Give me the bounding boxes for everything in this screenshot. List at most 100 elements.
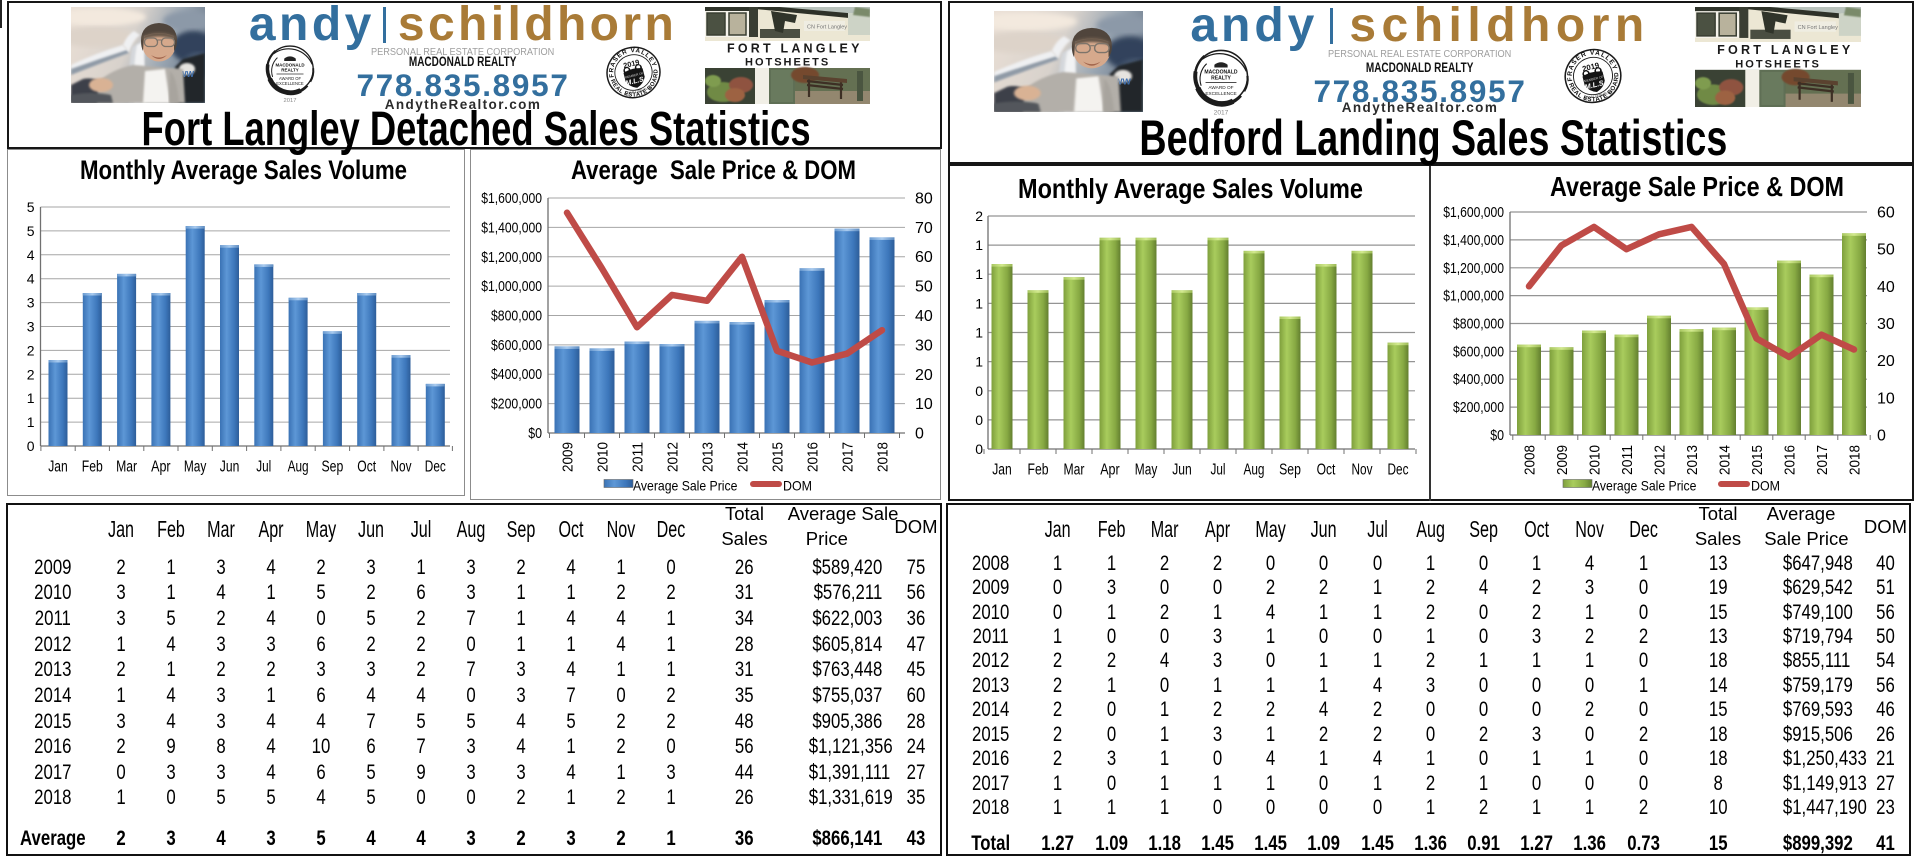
svg-text:EXCELLENCE: EXCELLENCE <box>276 81 304 86</box>
svg-text:2018: 2018 <box>1847 445 1864 475</box>
svg-text:1: 1 <box>27 414 35 430</box>
svg-text:0: 0 <box>975 383 983 399</box>
svg-text:0: 0 <box>975 412 983 428</box>
svg-text:2009: 2009 <box>560 442 577 472</box>
svg-text:$1,000,000: $1,000,000 <box>1443 288 1504 305</box>
svg-text:EXCELLENCE: EXCELLENCE <box>1205 91 1236 97</box>
svg-text:2013: 2013 <box>700 442 717 472</box>
svg-text:2011: 2011 <box>630 442 647 472</box>
svg-text:May: May <box>1135 462 1158 479</box>
svg-text:20: 20 <box>915 367 933 384</box>
svg-text:$1,600,000: $1,600,000 <box>1443 204 1504 221</box>
svg-text:Monthly Average Sales Volume: Monthly Average Sales Volume <box>1018 173 1363 204</box>
svg-text:$1,200,000: $1,200,000 <box>481 249 542 266</box>
svg-text:2010: 2010 <box>595 442 612 472</box>
svg-text:20: 20 <box>1877 353 1895 370</box>
svg-text:AWARD OF: AWARD OF <box>1208 85 1233 91</box>
svg-text:2017: 2017 <box>840 442 857 472</box>
svg-text:$600,000: $600,000 <box>491 337 542 354</box>
svg-text:2017: 2017 <box>1214 109 1229 116</box>
svg-text:0: 0 <box>975 441 983 457</box>
svg-text:$800,000: $800,000 <box>491 308 542 325</box>
svg-text:40: 40 <box>1877 279 1895 296</box>
svg-text:Jan: Jan <box>48 459 67 476</box>
svg-text:2016: 2016 <box>1782 445 1799 475</box>
svg-text:Oct: Oct <box>357 459 376 476</box>
svg-text:$200,000: $200,000 <box>1453 399 1504 416</box>
svg-text:$1,600,000: $1,600,000 <box>481 190 542 207</box>
svg-text:FORT LANGLEY: FORT LANGLEY <box>1717 42 1853 57</box>
svg-text:5: 5 <box>27 199 35 215</box>
svg-text:MEDALLION CLUB: MEDALLION CLUB <box>624 86 652 97</box>
svg-text:60: 60 <box>915 249 933 266</box>
svg-text:30: 30 <box>1877 316 1895 333</box>
svg-text:REALTY: REALTY <box>1211 76 1231 82</box>
svg-text:Aug: Aug <box>1244 462 1265 479</box>
svg-text:HOTSHEETS: HOTSHEETS <box>1735 58 1821 70</box>
svg-text:CN Fort Langley: CN Fort Langley <box>1798 25 1838 31</box>
svg-text:Mar: Mar <box>116 459 137 476</box>
svg-text:Average Sale Price & DOM: Average Sale Price & DOM <box>1550 171 1844 202</box>
svg-text:2018: 2018 <box>875 442 892 472</box>
svg-text:1: 1 <box>975 354 983 370</box>
svg-text:2: 2 <box>27 366 35 382</box>
svg-text:2013: 2013 <box>1684 445 1701 475</box>
svg-text:2015: 2015 <box>770 442 787 472</box>
svg-text:HOTSHEETS: HOTSHEETS <box>745 57 830 69</box>
svg-text:Average Sale Price & DOM: Average Sale Price & DOM <box>571 155 856 185</box>
svg-text:Jul: Jul <box>1211 462 1226 479</box>
svg-text:0: 0 <box>27 438 35 454</box>
svg-text:$1,400,000: $1,400,000 <box>481 219 542 236</box>
svg-text:MACDONALD: MACDONALD <box>275 62 305 67</box>
svg-text:AWARD OF: AWARD OF <box>279 76 301 81</box>
svg-text:$1,200,000: $1,200,000 <box>1443 260 1504 277</box>
svg-text:2014: 2014 <box>1717 445 1734 475</box>
svg-text:$200,000: $200,000 <box>491 396 542 413</box>
svg-text:2015: 2015 <box>1749 445 1766 475</box>
svg-text:Jun: Jun <box>1172 462 1192 479</box>
svg-text:CN Fort Langley: CN Fort Langley <box>807 25 847 31</box>
svg-text:Apr: Apr <box>1100 462 1120 479</box>
svg-text:Feb: Feb <box>1028 462 1049 479</box>
svg-text:2: 2 <box>975 208 983 224</box>
svg-text:Jul: Jul <box>256 459 271 476</box>
svg-text:2009: 2009 <box>1554 445 1571 475</box>
svg-text:DOM: DOM <box>783 478 812 494</box>
svg-text:Apr: Apr <box>151 459 171 476</box>
svg-text:60: 60 <box>1877 205 1895 222</box>
svg-text:$400,000: $400,000 <box>491 366 542 383</box>
svg-text:2011: 2011 <box>1619 445 1636 475</box>
svg-text:1: 1 <box>975 266 983 282</box>
svg-text:WW: WW <box>179 70 195 79</box>
svg-text:Mar: Mar <box>1064 462 1085 479</box>
svg-text:10: 10 <box>915 396 933 413</box>
svg-text:$1,000,000: $1,000,000 <box>481 278 542 295</box>
svg-text:4: 4 <box>27 271 35 287</box>
svg-text:Sep: Sep <box>1279 462 1301 479</box>
svg-text:50: 50 <box>915 279 933 296</box>
svg-text:10: 10 <box>1877 390 1895 407</box>
svg-text:2012: 2012 <box>1652 445 1669 475</box>
svg-text:$600,000: $600,000 <box>1453 343 1504 360</box>
svg-text:2: 2 <box>27 342 35 358</box>
svg-text:2017: 2017 <box>1814 445 1831 475</box>
svg-text:Jan: Jan <box>992 462 1012 479</box>
svg-text:Nov: Nov <box>391 459 412 476</box>
svg-text:MEMBER OF: MEMBER OF <box>625 71 644 79</box>
svg-text:Dec: Dec <box>425 459 446 476</box>
svg-text:DOM: DOM <box>1751 478 1780 494</box>
svg-text:Sep: Sep <box>322 459 344 476</box>
svg-text:Feb: Feb <box>82 459 103 476</box>
svg-text:3: 3 <box>27 319 35 335</box>
svg-text:Oct: Oct <box>1317 462 1336 479</box>
svg-text:Jun: Jun <box>220 459 240 476</box>
svg-text:1: 1 <box>27 390 35 406</box>
svg-text:40: 40 <box>915 308 933 325</box>
svg-text:May: May <box>184 459 207 476</box>
svg-text:$0: $0 <box>528 425 542 442</box>
svg-text:80: 80 <box>915 191 933 208</box>
svg-text:Dec: Dec <box>1388 462 1409 479</box>
svg-text:2014: 2014 <box>735 442 752 472</box>
svg-text:2017: 2017 <box>284 98 297 104</box>
svg-text:WW: WW <box>1114 77 1132 87</box>
